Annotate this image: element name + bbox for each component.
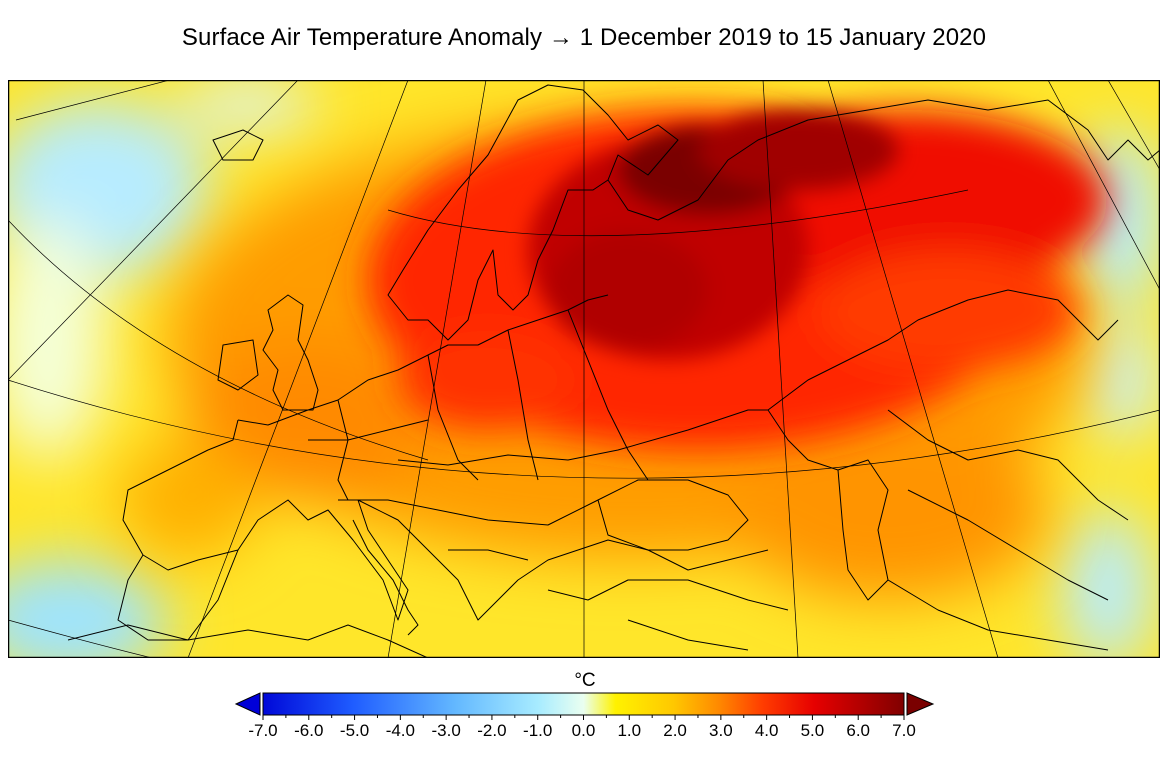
- colorbar-tick-label: 6.0: [846, 721, 871, 740]
- colorbar-tick-label: 3.0: [709, 721, 733, 740]
- colorbar-gradient: [262, 692, 905, 716]
- colorbar-tick-label: 2.0: [663, 721, 687, 740]
- colorbar-tick-label: 4.0: [754, 721, 779, 740]
- colorbar-tick-label: 0.0: [571, 721, 596, 740]
- colorbar-tick-label: 1.0: [617, 721, 642, 740]
- cool-anomaly-areas: [8, 80, 1160, 658]
- map-title: Surface Air Temperature Anomaly → 1 Dece…: [181, 24, 987, 51]
- coastlines: [67, 84, 1160, 658]
- colorbar-tick-label: -4.0: [385, 721, 415, 740]
- colorbar-tick-label: -3.0: [431, 721, 461, 740]
- colorbar-tick-label: -5.0: [339, 721, 370, 740]
- temperature-anomaly-map: [8, 80, 1160, 658]
- colorbar: [234, 692, 935, 720]
- colorbar-ticks: [262, 715, 905, 720]
- colorbar-tick-labels: -7.0 -6.0 -5.0 -4.0 -3.0 -2.0 -1.0 0.0 1.0 2.0 3.0…: [0, 721, 1168, 745]
- colorbar-tick-label: -6.0: [294, 721, 324, 740]
- colorbar-unit-label: °C: [574, 670, 596, 691]
- colorbar-tick-label: -2.0: [477, 721, 507, 740]
- colorbar-tick-label: 7.0: [892, 721, 916, 740]
- colorbar-lower-extend-arrow: [234, 692, 261, 716]
- colorbar-upper-extend-arrow: [906, 692, 935, 716]
- colorbar-tick-label: -1.0: [523, 721, 553, 740]
- colorbar-tick-label: 5.0: [800, 721, 825, 740]
- extreme-anomaly-core: [528, 110, 898, 360]
- map-frame: [8, 80, 1160, 658]
- graticule: [8, 80, 1160, 658]
- colorbar-tick-label: -7.0: [248, 721, 278, 740]
